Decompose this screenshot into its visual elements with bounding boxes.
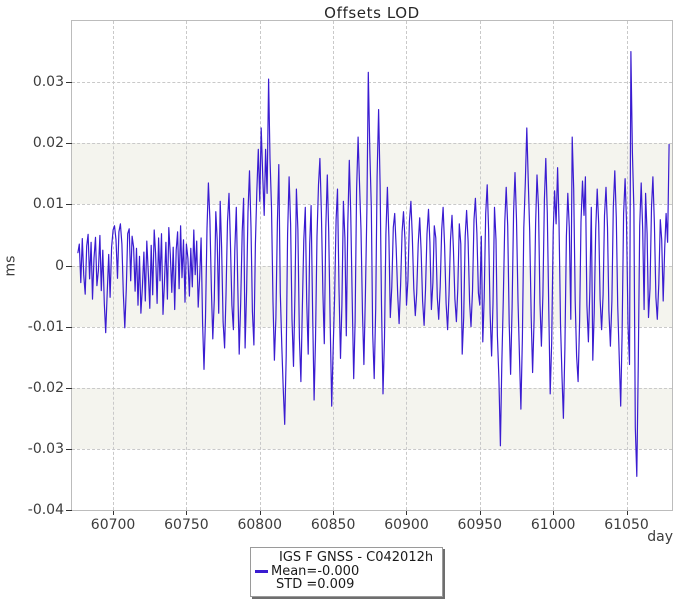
x-gridline: [333, 21, 335, 510]
legend-std-row: STD =0.009: [254, 578, 433, 592]
legend-mean-value: Mean=-0.000: [271, 563, 360, 579]
x-tick-label: 61050: [604, 517, 649, 533]
legend-series-name-row: IGS F GNSS - C042012h: [254, 551, 433, 565]
line-series-svg: [77, 51, 670, 477]
chart-title: Offsets LOD: [324, 4, 420, 22]
y-tick-mark: [66, 143, 72, 145]
series-color-swatch-icon: [255, 569, 268, 573]
y-gridline: [72, 82, 672, 84]
y-tick-label: 0: [55, 257, 64, 274]
x-gridline: [113, 21, 115, 510]
x-gridline: [406, 21, 408, 510]
x-tick-mark: [406, 511, 408, 515]
legend-line-marker: [254, 569, 271, 573]
x-tick-label: 60950: [457, 517, 503, 533]
y-tick-label: -0.02: [27, 379, 64, 396]
x-tick-mark: [259, 511, 261, 515]
y-gridline: [72, 143, 672, 145]
y-tick-label: -0.03: [27, 440, 64, 457]
x-tick-mark: [626, 511, 628, 515]
data-series-line: [77, 51, 670, 477]
x-tick-label: 60750: [164, 517, 209, 533]
x-tick-label: 61000: [530, 517, 576, 533]
x-tick-label: 60850: [310, 517, 356, 533]
legend: IGS F GNSS - C042012h Mean=-0.000 STD =0…: [250, 547, 444, 597]
y-gridline: [72, 204, 672, 206]
legend-series-name: IGS F GNSS - C042012h: [279, 550, 434, 565]
y-tick-label: 0.01: [32, 196, 64, 213]
legend-std-value: STD =0.009: [276, 577, 355, 592]
y-tick-label: -0.01: [27, 318, 64, 335]
y-tick-mark: [66, 204, 72, 206]
x-tick-mark: [113, 511, 115, 515]
x-gridline: [259, 21, 261, 510]
y-tick-mark: [66, 326, 72, 328]
y-tick-label: 0.03: [32, 74, 64, 91]
x-tick-mark: [479, 511, 481, 515]
legend-mean-row: Mean=-0.000: [254, 563, 433, 579]
x-tick-mark: [553, 511, 555, 515]
x-tick-label: 60900: [384, 517, 429, 533]
x-gridline: [186, 21, 188, 510]
x-tick-mark: [333, 511, 335, 515]
plot-area: [71, 20, 673, 511]
y-tick-label: -0.04: [27, 502, 64, 518]
y-tick-mark: [66, 510, 72, 511]
y-tick-mark: [66, 265, 72, 267]
x-tick-label: 60700: [90, 517, 136, 533]
y-tick-label: 0.02: [32, 135, 64, 152]
x-gridline: [553, 21, 555, 510]
y-gridline: [72, 387, 672, 389]
y-tick-mark: [66, 387, 72, 389]
y-tick-mark: [66, 448, 72, 450]
y-gridline: [72, 448, 672, 450]
x-tick-mark: [186, 511, 188, 515]
x-tick-label: 60800: [237, 517, 283, 533]
y-gridline: [72, 326, 672, 328]
x-axis-label: day: [647, 529, 673, 545]
background-stripe: [72, 387, 672, 449]
y-tick-mark: [66, 82, 72, 84]
